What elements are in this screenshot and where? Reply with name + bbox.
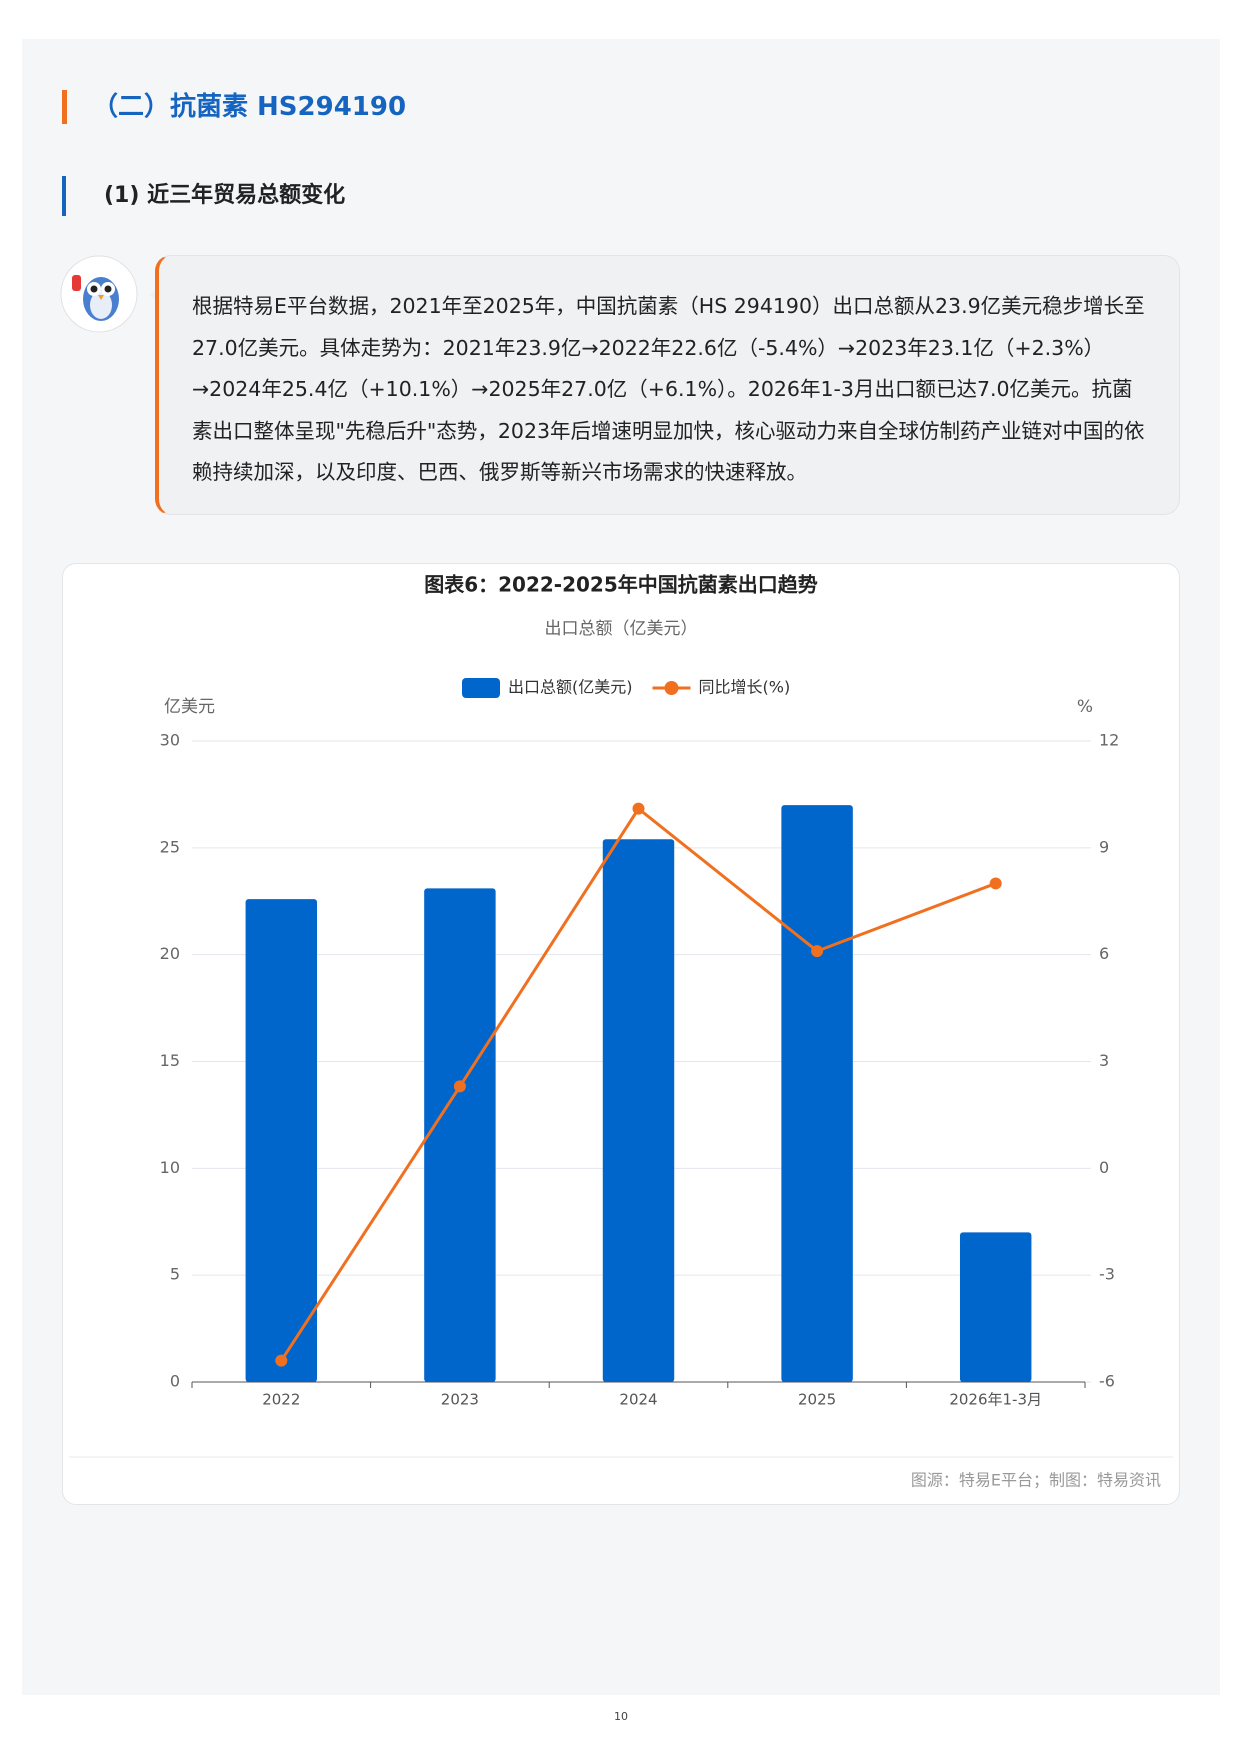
legend-swatch bbox=[664, 681, 679, 695]
y-tick-label: 5 bbox=[170, 1265, 180, 1284]
y-tick-label: 10 bbox=[160, 1158, 180, 1177]
y-tick-label: 20 bbox=[160, 944, 180, 963]
y2-tick-label: 0 bbox=[1099, 1158, 1109, 1177]
y-tick-label: 25 bbox=[160, 837, 180, 856]
bar bbox=[245, 899, 318, 1382]
chart-subtitle: 出口总额（亿美元） bbox=[545, 619, 698, 639]
subsection-title: (1) 近三年贸易总额变化 bbox=[62, 176, 345, 216]
y2-tick-label: 3 bbox=[1099, 1051, 1109, 1070]
x-tick-label: 2026年1-3月 bbox=[949, 1391, 1042, 1409]
y2-tick-label: -3 bbox=[1099, 1265, 1115, 1284]
y-tick-label: 30 bbox=[160, 731, 180, 750]
bar bbox=[781, 805, 853, 1382]
y2-axis-label: % bbox=[1077, 697, 1093, 717]
x-tick-label: 2025 bbox=[798, 1391, 836, 1409]
bar bbox=[959, 1232, 1032, 1382]
line-point bbox=[811, 945, 824, 958]
line-point bbox=[632, 802, 645, 815]
y-axis-label: 亿美元 bbox=[164, 697, 215, 717]
line-point bbox=[989, 877, 1002, 890]
legend-label: 出口总额(亿美元) bbox=[508, 678, 633, 697]
y2-tick-label: 12 bbox=[1099, 731, 1119, 750]
legend-label: 同比增长(%) bbox=[699, 678, 791, 697]
section-title: （二）抗菌素 HS294190 bbox=[62, 90, 406, 124]
bar bbox=[602, 839, 675, 1382]
y2-tick-label: 9 bbox=[1099, 837, 1109, 856]
legend-swatch bbox=[462, 678, 500, 698]
x-tick-label: 2024 bbox=[619, 1391, 657, 1409]
note-text: 根据特易E平台数据，2021年至2025年，中国抗菌素（HS 294190）出口… bbox=[155, 255, 1180, 515]
line-point bbox=[453, 1080, 466, 1093]
y-tick-label: 15 bbox=[160, 1051, 180, 1070]
y2-tick-label: -6 bbox=[1099, 1372, 1115, 1391]
bar bbox=[424, 888, 496, 1382]
y2-tick-label: 6 bbox=[1099, 944, 1109, 963]
avatar bbox=[60, 255, 138, 333]
y-tick-label: 0 bbox=[170, 1372, 180, 1391]
line-point bbox=[275, 1354, 288, 1367]
x-tick-label: 2022 bbox=[262, 1391, 300, 1409]
page-number: 10 bbox=[614, 1710, 628, 1723]
x-tick-label: 2023 bbox=[441, 1391, 479, 1409]
chart-source: 图源：特易E平台；制图：特易资讯 bbox=[911, 1471, 1161, 1490]
chart-title: 图表6：2022-2025年中国抗菌素出口趋势 bbox=[424, 573, 818, 597]
